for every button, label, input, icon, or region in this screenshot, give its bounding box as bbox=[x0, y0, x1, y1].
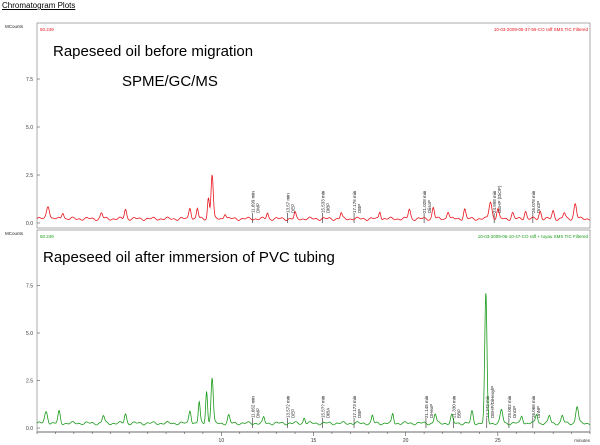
chart-bottom-ytick-label: 5.0 bbox=[26, 331, 33, 337]
x-axis: 10 15 20 25 bbox=[36, 431, 591, 444]
page-title: Chromatogram Plots bbox=[2, 1, 76, 10]
chart-top-peak-annotation: 26.078 min DnOP bbox=[531, 190, 541, 223]
chart-top-ytick-label: 0.0 bbox=[26, 221, 33, 227]
chart-top-peak-label: 15.533 min bbox=[321, 190, 326, 213]
x-axis-tick-label: 20 bbox=[403, 438, 409, 444]
chart-top-peak-label: 24.998 min bbox=[492, 190, 497, 213]
chart-bottom-ytick-label: 7.5 bbox=[26, 284, 33, 290]
chart-bottom-scale-label: 50.249 bbox=[40, 234, 54, 239]
chart-top-peak-label: 26.078 min bbox=[531, 190, 536, 213]
chart-bottom-peak-label: 13.572 min bbox=[286, 395, 291, 418]
chart-top: MCounts 50.249 10-03-2009-05-37-56-CO ra… bbox=[5, 22, 591, 229]
chart-bottom-peak-label: DiBA bbox=[326, 408, 331, 418]
chart-bottom-peak-label: DnOP bbox=[512, 406, 517, 418]
chart-bottom-peak-annotation: 17.173 min DBP bbox=[352, 395, 362, 428]
chart-bottom-peak-label: DBP bbox=[357, 409, 362, 418]
chart-bottom-peak-label: 21.330 min bbox=[452, 395, 457, 418]
chart-bottom-ytick-label: 0.0 bbox=[26, 426, 33, 432]
chart-bottom-series-line bbox=[36, 293, 591, 426]
chart-top-ytick-label: 5.0 bbox=[26, 125, 33, 131]
chart-top-peak-label: DEP bbox=[291, 204, 296, 213]
chart-bottom-peak-label: 15.5?? min bbox=[321, 395, 326, 418]
chart-bottom-peak-label: 25.002 min bbox=[507, 395, 512, 418]
chart-top-peak-label: DMP bbox=[256, 203, 261, 213]
chart-bottom-peak-label: 21.145 min bbox=[424, 395, 429, 418]
chart-bottom-title: Rapeseed oil after immersion of PVC tubi… bbox=[43, 249, 335, 266]
chart-top-annotations: 11.699 min DMP 13.57 min DEP 15.533 min DiBP 1… bbox=[251, 185, 541, 223]
chart-top-peak-annotation: 21.028 min DiisoP bbox=[422, 190, 432, 223]
chart-top-peak-annotation: 17.176 min DBP bbox=[352, 190, 362, 223]
chart-top-peak-label: DEHP (DiOP) bbox=[497, 185, 502, 213]
chart-bottom-peak-annotation: 25.002 min DnOP bbox=[507, 395, 517, 428]
chart-top-yticks: 7.5 5.0 2.5 0.0 bbox=[26, 77, 40, 227]
chart-bottom-peak-label: DMP bbox=[256, 408, 261, 418]
chart-top-peak-label: 17.176 min bbox=[352, 190, 357, 213]
chart-bottom-ytick-label: 2.5 bbox=[26, 379, 33, 385]
chart-bottom: MCounts 50.249 10-03-2009-06-10-47-CO ra… bbox=[5, 229, 591, 433]
x-axis-tick-label: 15 bbox=[311, 438, 317, 444]
chart-bottom-yticks: 7.5 5.0 2.5 0.0 bbox=[26, 284, 40, 432]
chart-top-peak-label: DnOP bbox=[536, 201, 541, 213]
chart-bottom-annotations: 11.662 min DMP 13.572 min DEP 15.5?? min DiBA… bbox=[251, 386, 541, 428]
x-axis-tick-label: 25 bbox=[495, 438, 501, 444]
chart-top-peak-label: DiisoP bbox=[427, 200, 432, 213]
chart-bottom-peak-label: BBP bbox=[457, 409, 462, 418]
chart-top-peak-label: 11.699 min bbox=[251, 191, 256, 213]
chart-bottom-peak-annotation: 24.342 min DEHP/DiHexylP bbox=[485, 386, 495, 428]
chart-top-ytick-label: 7.5 bbox=[26, 77, 33, 83]
chart-top-peak-annotation: 13.57 min DEP bbox=[286, 193, 296, 223]
chart-bottom-ylabel: MCounts bbox=[5, 231, 24, 236]
chart-top-title: Rapeseed oil before migration bbox=[53, 43, 253, 60]
chart-bottom-peak-annotation: 26.066 min DnNP bbox=[531, 395, 541, 428]
chart-bottom-peak-label: DEP bbox=[291, 409, 296, 418]
chart-bottom-peak-label: 17.173 min bbox=[352, 395, 357, 418]
x-axis-label: minutes bbox=[574, 438, 591, 443]
chart-top-scale-label: 50.249 bbox=[40, 27, 54, 32]
chart-bottom-peak-label: DEHP/DiHexylP bbox=[490, 386, 495, 418]
chart-top-series-line bbox=[36, 174, 591, 221]
chart-top-ytick-label: 2.5 bbox=[26, 173, 33, 179]
chart-top-subtitle: SPME/GC/MS bbox=[122, 73, 218, 90]
chart-top-peak-label: DBP bbox=[357, 204, 362, 213]
chart-top-peak-label: 21.028 min bbox=[422, 190, 427, 213]
chart-top-legend: 10-03-2009-05-37-56-CO raff SMS TIC Filt… bbox=[494, 27, 589, 32]
chart-top-frame bbox=[36, 22, 591, 229]
x-axis-tick-label: 10 bbox=[219, 438, 225, 444]
chart-top-peak-label: 13.57 min bbox=[286, 193, 291, 213]
chart-bottom-legend: 10-03-2009-06-10-47-CO raff + tuyau SMS … bbox=[478, 234, 589, 239]
chart-bottom-peak-label: 26.066 min bbox=[531, 395, 536, 418]
chart-top-ylabel: MCounts bbox=[5, 24, 24, 29]
chart-bottom-peak-label: DHexP bbox=[429, 404, 434, 418]
chart-bottom-peak-label: 24.342 min bbox=[485, 395, 490, 418]
chart-bottom-peak-annotation: 11.662 min DMP bbox=[251, 396, 261, 428]
chart-top-peak-label: DiBP bbox=[326, 203, 331, 213]
chart-top-peak-annotation: 11.699 min DMP bbox=[251, 191, 261, 223]
chart-bottom-peak-label: DnNP bbox=[536, 406, 541, 418]
chart-bottom-peak-label: 11.662 min bbox=[251, 396, 256, 418]
chart-bottom-peak-annotation: 13.572 min DEP bbox=[286, 395, 296, 428]
